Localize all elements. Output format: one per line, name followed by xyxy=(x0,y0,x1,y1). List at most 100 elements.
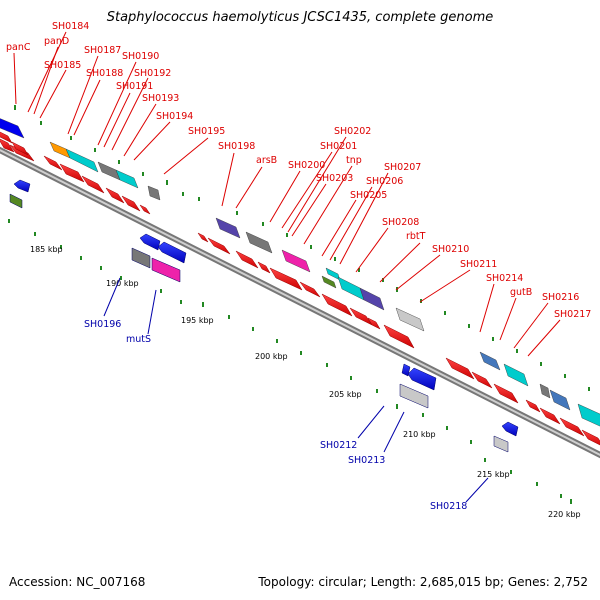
gene-label-SH0195: SH0195 xyxy=(188,126,225,137)
cog-box xyxy=(115,169,139,189)
reverse-cds-track xyxy=(9,179,519,453)
forward-label-leaders xyxy=(13,31,561,357)
genome-backbone xyxy=(0,146,600,459)
cds-arrow xyxy=(539,407,561,425)
gene-label-SH0187: SH0187 xyxy=(84,45,121,56)
scale-tick-220: 220 kbp xyxy=(548,510,581,519)
gene-label-SH0202: SH0202 xyxy=(334,126,371,137)
gene-label-tnp: tnp xyxy=(346,155,362,166)
gene-label-SH0198: SH0198 xyxy=(218,141,255,152)
cog-box xyxy=(147,185,161,201)
gene-label-SH0212: SH0212 xyxy=(320,440,357,451)
reverse-label-leaders xyxy=(103,277,489,503)
cds-arrow xyxy=(139,233,161,251)
cog-box xyxy=(9,193,23,209)
gene-label-SH0185: SH0185 xyxy=(44,60,81,71)
gene-label-panD: panD xyxy=(44,36,69,47)
gene-label-arsB: arsB xyxy=(256,155,277,166)
map-title: Staphylococcus haemolyticus JCSC1435, co… xyxy=(106,10,494,25)
gene-label-SH0217: SH0217 xyxy=(554,309,591,320)
reverse-tick-row xyxy=(8,219,572,504)
gene-label-SH0190: SH0190 xyxy=(122,51,159,62)
cds-arrow xyxy=(43,155,63,171)
cds-arrow xyxy=(197,232,209,243)
cds-arrow xyxy=(11,141,29,156)
cog-box xyxy=(479,351,501,371)
cds-arrow xyxy=(235,250,259,269)
cds-arrow xyxy=(445,357,475,380)
cds-arrow xyxy=(0,131,13,144)
gene-label-SH0213: SH0213 xyxy=(348,455,385,466)
cds-arrow xyxy=(349,307,373,326)
cds-arrow xyxy=(559,417,585,437)
cds-arrow xyxy=(139,204,151,215)
scale-tick-labels: 185 kbp 190 kbp 195 kbp 200 kbp 205 kbp … xyxy=(30,245,581,519)
scale-tick-190: 190 kbp xyxy=(106,279,139,288)
gene-label-SH0218: SH0218 xyxy=(430,501,467,512)
cog-box xyxy=(577,403,600,427)
gene-label-SH0200: SH0200 xyxy=(288,160,325,171)
cog-box xyxy=(65,148,99,173)
scale-tick-185: 185 kbp xyxy=(30,245,63,254)
cog-box xyxy=(321,275,337,289)
cds-arrow xyxy=(269,267,303,291)
cog-box xyxy=(493,435,509,453)
cog-box xyxy=(0,118,25,139)
cds-arrow xyxy=(105,187,125,204)
gene-label-SH0184: SH0184 xyxy=(52,21,89,32)
gene-label-SH0193: SH0193 xyxy=(142,93,179,104)
cds-arrow xyxy=(321,293,353,317)
scale-tick-210: 210 kbp xyxy=(403,430,436,439)
scale-tick-195: 195 kbp xyxy=(181,316,214,325)
gene-label-SH0206: SH0206 xyxy=(366,176,403,187)
gene-label-panC: panC xyxy=(6,42,31,53)
cds-arrow xyxy=(13,179,31,193)
cds-arrow xyxy=(157,241,187,264)
cog-box xyxy=(549,389,571,411)
cog-box xyxy=(503,363,529,387)
gene-label-gutB: gutB xyxy=(510,287,532,298)
forward-outer-track xyxy=(0,131,29,156)
cds-arrow xyxy=(207,237,231,255)
gene-label-SH0194: SH0194 xyxy=(156,111,193,122)
cds-arrow xyxy=(501,421,519,437)
scale-tick-205: 205 kbp xyxy=(329,390,362,399)
cds-arrow xyxy=(257,261,271,274)
cds-arrow xyxy=(299,281,321,298)
cds-arrow xyxy=(121,195,141,212)
gene-label-SH0214: SH0214 xyxy=(486,273,523,284)
reverse-gene-labels: SH0196 mutS SH0212 SH0213 SH0218 xyxy=(84,319,467,512)
gene-label-mutS: mutS xyxy=(126,334,151,345)
scale-tick-200: 200 kbp xyxy=(255,352,288,361)
cds-arrow xyxy=(59,163,85,183)
genome-summary-text: Topology: circular; Length: 2,685,015 bp… xyxy=(258,575,588,589)
cds-arrow xyxy=(367,317,381,330)
cog-box xyxy=(539,383,551,399)
cds-arrow xyxy=(81,175,105,194)
cog-box xyxy=(215,217,241,239)
gene-label-SH0211: SH0211 xyxy=(460,259,497,270)
gene-label-SH0203: SH0203 xyxy=(316,173,353,184)
gene-label-SH0191: SH0191 xyxy=(116,81,153,92)
cog-box xyxy=(281,249,311,273)
cog-box xyxy=(131,247,151,269)
cog-box xyxy=(399,383,429,409)
gene-label-SH0192: SH0192 xyxy=(134,68,171,79)
scale-tick-215: 215 kbp xyxy=(477,470,510,479)
cds-arrow xyxy=(581,429,600,446)
forward-tick-row xyxy=(14,105,590,391)
cds-arrow xyxy=(0,138,15,153)
forward-cog-boxes xyxy=(0,118,600,427)
cds-arrow xyxy=(401,363,411,377)
cds-arrow xyxy=(471,371,493,389)
gene-label-SH0205: SH0205 xyxy=(350,190,387,201)
gene-label-SH0207: SH0207 xyxy=(384,162,421,173)
gene-label-rbtT: rbtT xyxy=(406,231,426,242)
cog-box xyxy=(395,307,425,332)
cog-box xyxy=(325,267,341,281)
gene-label-SH0201: SH0201 xyxy=(320,141,357,152)
cds-arrow xyxy=(493,383,519,404)
cds-arrow xyxy=(407,367,437,391)
gene-label-SH0196: SH0196 xyxy=(84,319,121,330)
